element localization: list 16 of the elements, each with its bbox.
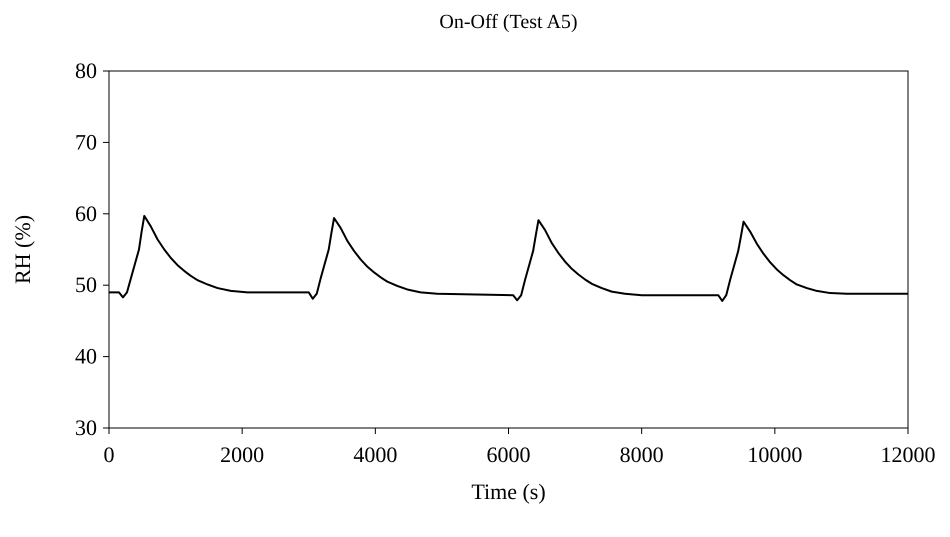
x-tick-label: 12000 [880,442,936,467]
x-tick-label: 8000 [620,442,664,467]
x-tick-label: 0 [104,442,114,467]
chart-title: On-Off (Test A5) [439,11,578,33]
y-tick-label: 80 [75,58,97,83]
x-tick-label: 4000 [353,442,398,467]
y-axis-title: RH (%) [10,214,35,284]
x-tick-label: 10000 [747,442,802,467]
y-tick-label: 30 [75,415,97,440]
y-tick-label: 40 [75,344,97,369]
x-axis-title: Time (s) [471,479,546,504]
y-tick-label: 60 [75,200,97,226]
x-tick-label: 2000 [220,442,264,467]
y-tick-label: 70 [75,129,97,154]
y-tick-label: 50 [75,272,97,298]
x-tick-label: 6000 [486,442,530,467]
